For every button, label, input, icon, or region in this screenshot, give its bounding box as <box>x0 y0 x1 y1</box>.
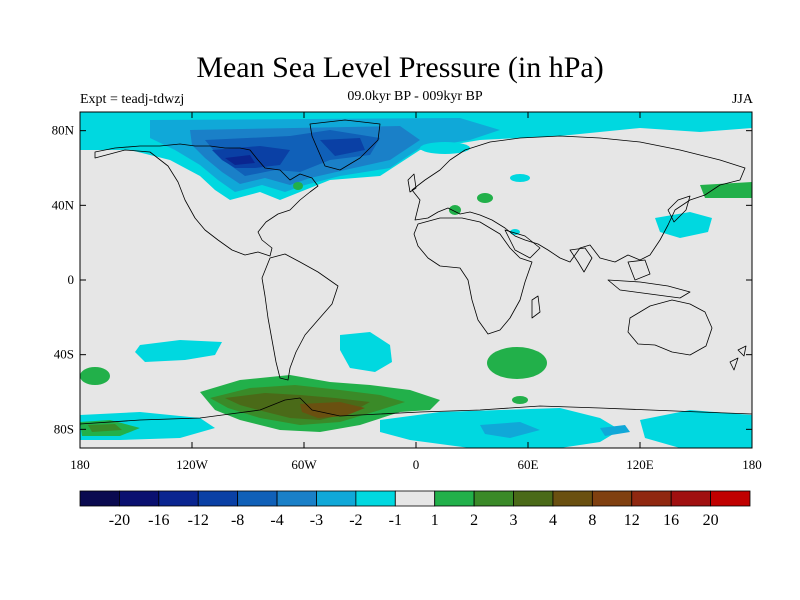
coastline-borneo <box>627 259 651 281</box>
anomaly-region <box>320 138 365 156</box>
colorbar-swatch <box>197 490 239 507</box>
coastline-south-america <box>261 253 339 381</box>
coastline-africa <box>413 217 533 335</box>
colorbar-label: 8 <box>588 512 596 529</box>
colorbar-swatch <box>119 490 160 507</box>
anomaly-region <box>477 193 493 203</box>
y-tick-label: 80N <box>52 123 75 138</box>
x-axis-labels: 180 120W 60W 0 60E 120E 180 <box>70 457 762 472</box>
colorbar-swatch <box>434 490 475 507</box>
y-tick-label: 80S <box>54 421 74 436</box>
coastline-north-america <box>94 143 319 257</box>
season-label: JJA <box>731 92 753 107</box>
colorbar-swatch <box>158 490 199 507</box>
experiment-label: Expt = teadj-tdwzj <box>80 92 185 107</box>
coastline-uk <box>407 173 417 193</box>
y-tick-label: 40S <box>54 347 74 362</box>
anomaly-region <box>340 332 392 372</box>
anomaly-region <box>293 182 303 190</box>
colorbar-swatch <box>513 490 554 507</box>
colorbar-label: -12 <box>188 512 209 529</box>
coastline-indonesia <box>607 279 691 299</box>
coastline-antarctica <box>80 397 752 425</box>
colorbar-swatch <box>394 490 436 507</box>
colorbar-label: 1 <box>431 512 439 529</box>
colorbar-swatch <box>552 490 593 507</box>
colorbar-label: 16 <box>663 512 679 529</box>
colorbar-swatch <box>710 490 751 507</box>
y-axis-labels: 80N 40N 0 40S 80S <box>52 123 75 437</box>
colorbar-label: -16 <box>148 512 169 529</box>
anomaly-region <box>700 182 752 198</box>
coastline-japan <box>667 195 691 223</box>
coastline-new-zealand <box>729 345 747 371</box>
colorbar-label: 2 <box>470 512 478 529</box>
colorbar-swatches <box>79 490 751 507</box>
colorbar-swatch <box>237 490 278 507</box>
chart-title: Mean Sea Level Pressure (in hPa) <box>196 51 604 84</box>
anomaly-region <box>80 367 110 385</box>
anomaly-region <box>512 396 528 404</box>
colorbar-label: 3 <box>510 512 518 529</box>
coastlines <box>80 119 752 425</box>
colorbar-swatch <box>79 490 120 507</box>
colorbar-swatch <box>670 490 711 507</box>
colorbar-label: -2 <box>349 512 362 529</box>
colorbar-swatch <box>316 490 357 507</box>
colorbar-label: -4 <box>270 512 283 529</box>
anomaly-region <box>225 155 255 165</box>
colorbar-labels: -20 -16 -12 -8 -4 -3 -2 -1 1 2 3 4 8 12 16 20 <box>109 512 719 529</box>
coastline-eurasia <box>411 135 746 263</box>
anomaly-region <box>300 402 365 418</box>
coastline-arabia <box>504 229 541 259</box>
colorbar-label: 12 <box>624 512 640 529</box>
colorbar-swatch <box>276 490 317 507</box>
colorbar-swatch <box>591 490 633 507</box>
anomaly-region <box>655 212 712 238</box>
colorbar-swatch <box>355 490 396 507</box>
y-tick-label: 40N <box>52 197 75 212</box>
x-tick-label: 120W <box>176 457 209 472</box>
coastline-madagascar <box>531 295 541 319</box>
anomaly-region <box>510 174 530 182</box>
anomaly-region <box>487 347 547 379</box>
colorbar-label: -8 <box>231 512 244 529</box>
axis-ticks <box>79 112 753 448</box>
colorbar-swatch <box>473 490 514 507</box>
anomaly-region <box>600 425 630 436</box>
x-tick-label: 0 <box>413 457 420 472</box>
colorbar-label: -20 <box>109 512 130 529</box>
colorbar-swatch <box>631 490 672 507</box>
x-tick-label: 180 <box>70 457 90 472</box>
colorbar-label: 4 <box>549 512 557 529</box>
anomaly-region <box>640 410 752 448</box>
colorbar-label: -3 <box>310 512 323 529</box>
y-tick-label: 0 <box>68 272 75 287</box>
chart-subtitle: 09.0kyr BP - 009kyr BP <box>347 89 483 104</box>
anomaly-region <box>88 424 122 432</box>
coastline-india <box>569 247 593 273</box>
anomaly-region <box>449 205 461 215</box>
coastline-greenland <box>309 119 381 171</box>
coastline-australia <box>627 299 713 356</box>
x-tick-label: 120E <box>626 457 654 472</box>
x-tick-label: 60W <box>291 457 317 472</box>
colorbar-label: -1 <box>389 512 402 529</box>
colorbar-label: 20 <box>703 512 719 529</box>
x-tick-label: 180 <box>742 457 762 472</box>
anomaly-region <box>135 340 222 362</box>
x-tick-label: 60E <box>518 457 539 472</box>
anomaly-region <box>420 142 470 154</box>
anomaly-region <box>480 422 540 438</box>
